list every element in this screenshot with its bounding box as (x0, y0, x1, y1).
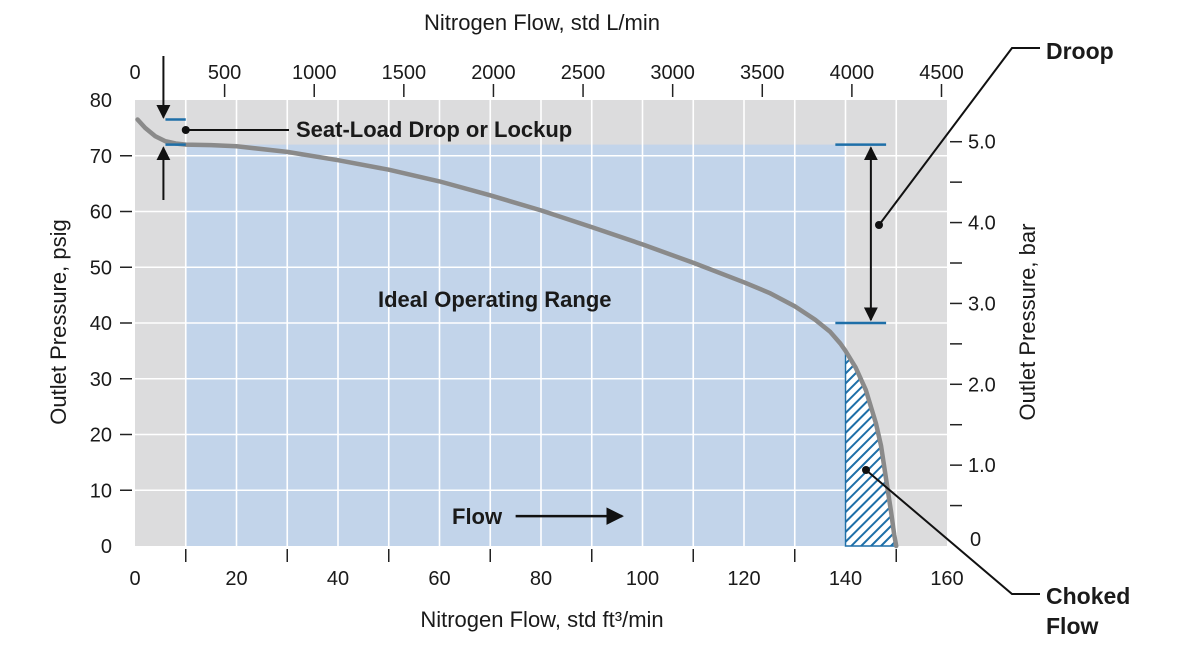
x-top-tick-label: 500 (208, 62, 241, 84)
x-top-tick-label: 0 (129, 62, 140, 84)
x-bottom-tick-label: 60 (428, 568, 450, 590)
top-axis-title: Nitrogen Flow, std L/min (424, 10, 660, 35)
y-right-tick-label: 5.0 (968, 132, 996, 154)
x-top-tick-label: 1500 (382, 62, 427, 84)
x-bottom-tick-label: 160 (930, 568, 963, 590)
y-right-tick-label: 2.0 (968, 374, 996, 396)
bottom-axis-title: Nitrogen Flow, std ft³/min (420, 607, 663, 632)
annotation-leaders (156, 47, 1040, 595)
y-left-tick-label: 80 (90, 90, 112, 112)
axis-ticks (120, 84, 962, 562)
x-bottom-tick-label: 20 (225, 568, 247, 590)
x-top-tick-label: 2000 (471, 62, 516, 84)
x-top-tick-label: 1000 (292, 62, 337, 84)
x-top-tick-label: 2500 (561, 62, 606, 84)
flow-label: Flow (452, 504, 503, 529)
marker-lines (165, 118, 887, 325)
y-right-tick-label: 1.0 (968, 455, 996, 477)
left-axis-title: Outlet Pressure, psig (46, 219, 71, 424)
y-left-tick-label: 50 (90, 257, 112, 279)
y-left-tick-label: 20 (90, 425, 112, 447)
y-right-tick-label: 4.0 (968, 213, 996, 235)
y-left-tick-label: 60 (90, 202, 112, 224)
x-bottom-tick-label: 140 (829, 568, 862, 590)
right-axis-title: Outlet Pressure, bar (1015, 224, 1040, 421)
x-top-tick-label: 4500 (919, 62, 964, 84)
y-left-tick-label: 40 (90, 313, 112, 335)
y-left-tick-label: 10 (90, 480, 112, 502)
grid-lines (135, 100, 947, 546)
choked-flow-label-line1: Choked (1046, 583, 1130, 609)
droop-label: Droop (1046, 38, 1114, 64)
x-bottom-tick-label: 0 (129, 568, 140, 590)
x-bottom-tick-label: 40 (327, 568, 349, 590)
x-top-tick-label: 4000 (830, 62, 875, 84)
y-right-tick-label: 3.0 (968, 293, 996, 315)
choked-flow-label-line2: Flow (1046, 613, 1098, 639)
x-bottom-tick-label: 120 (727, 568, 760, 590)
droop-leader-line (878, 47, 1040, 226)
x-bottom-tick-label: 100 (626, 568, 659, 590)
seat-load-label: Seat-Load Drop or Lockup (296, 117, 572, 142)
y-left-tick-label: 70 (90, 146, 112, 168)
choked-leader-line (865, 469, 1040, 595)
y-right-tick-label: 0 (970, 529, 981, 551)
y-left-tick-label: 30 (90, 369, 112, 391)
x-bottom-tick-label: 80 (530, 568, 552, 590)
y-left-tick-label: 0 (101, 536, 112, 558)
ideal-range-label: Ideal Operating Range (378, 287, 612, 312)
x-top-tick-label: 3000 (650, 62, 695, 84)
x-top-tick-label: 3500 (740, 62, 785, 84)
pressure-curve (135, 117, 899, 549)
pressure-flow-curve (135, 117, 899, 549)
